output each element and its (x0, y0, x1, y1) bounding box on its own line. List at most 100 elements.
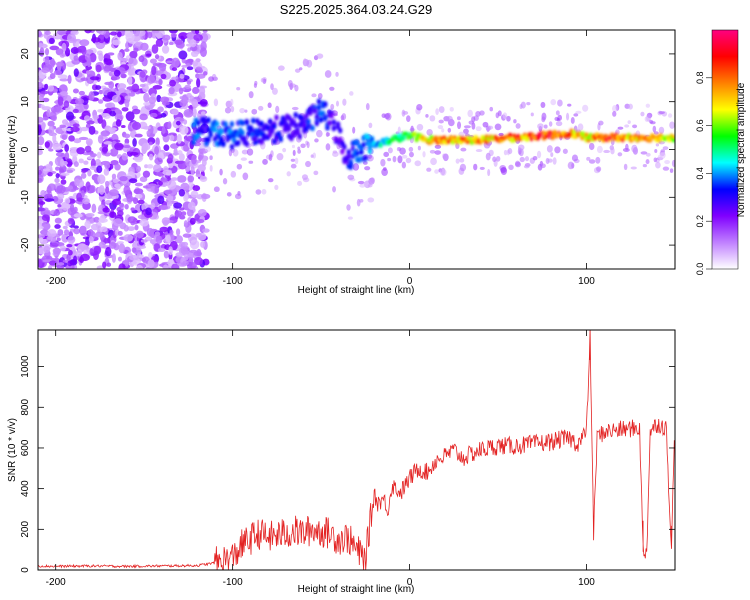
spectrogram-noise-blob (367, 197, 375, 203)
spectrogram-noise-blob (248, 160, 254, 164)
spectrogram-ridge-cell (265, 125, 271, 132)
spectrogram-noise-blob (624, 124, 630, 128)
spectrogram-noise-blob (70, 46, 79, 54)
spectrogram-noise-blob (69, 203, 75, 213)
spectrogram-noise-blob (189, 39, 197, 48)
spectrogram-noise-blob (128, 178, 138, 184)
spectrogram-noise-blob (268, 153, 273, 162)
spectrogram-noise-blob (392, 155, 397, 163)
spectrogram-noise-blob (133, 188, 144, 195)
spectrogram-noise-blob (119, 202, 124, 208)
spectrogram-noise-blob (83, 244, 90, 250)
spectrogram-noise-blob (119, 176, 128, 182)
spectrogram-noise-blob (82, 197, 90, 205)
spectrogram-noise-blob (61, 134, 68, 140)
spectrogram-noise-blob (502, 112, 508, 120)
spectrogram-noise-blob (88, 91, 95, 101)
spectrogram-noise-blob (442, 153, 446, 159)
spectrogram-noise-blob (107, 91, 115, 97)
spectrogram-noise-blob (305, 160, 311, 168)
spectrogram-noise-blob (183, 253, 189, 261)
spectrogram-noise-blob (131, 51, 138, 56)
spectrogram-noise-blob (170, 177, 179, 181)
spectrogram-noise-blob (73, 138, 82, 144)
spectrogram-noise-blob (48, 260, 57, 266)
spectrogram-ridge-cell (340, 148, 345, 155)
spectrogram-noise-blob (162, 34, 171, 41)
spectrogram-noise-blob (429, 115, 436, 122)
spectrogram-noise-blob (151, 65, 157, 76)
spectrogram-noise-blob (414, 160, 422, 167)
spectrogram-noise-blob (38, 136, 45, 146)
spectrogram-noise-blob (416, 103, 423, 111)
spectrogram-noise-blob (167, 153, 174, 161)
spectrogram-noise-blob (160, 177, 168, 183)
spectrogram-noise-blob (154, 145, 160, 155)
spectrogram-noise-blob (154, 231, 161, 237)
spectrogram-noise-blob (42, 168, 51, 172)
spectrogram-noise-blob (159, 226, 169, 233)
spectrogram-noise-blob (134, 133, 143, 138)
spectrogram-noise-blob (56, 184, 66, 194)
spectrogram-noise-blob (199, 32, 209, 43)
spectrogram-noise-blob (628, 103, 633, 110)
spectrogram-noise-blob (555, 110, 560, 116)
spectrogram-ridge-cell (363, 155, 368, 162)
spectrogram-noise-blob (161, 126, 166, 134)
spectrogram-noise-blob (148, 96, 157, 104)
spectrogram-noise-blob (222, 178, 228, 185)
spectrogram-noise-blob (76, 192, 82, 202)
spectrogram-noise-blob (49, 45, 60, 51)
spectrogram-noise-blob (189, 217, 196, 225)
spectrogram-ridge-cell (195, 120, 201, 127)
spectrogram-noise-blob (347, 216, 353, 220)
spectrogram-noise-blob (57, 193, 65, 200)
spectrogram-noise-blob (195, 174, 203, 178)
spectrogram-noise-blob (133, 30, 141, 37)
spectrogram-noise-blob (157, 106, 164, 113)
spectrogram-noise-blob (48, 37, 55, 45)
spectrogram-noise-blob (596, 145, 603, 154)
spectrogram-noise-blob (255, 189, 262, 195)
spectrogram-noise-blob (117, 230, 123, 236)
spectrogram-noise-blob (83, 115, 91, 122)
spectrogram-noise-blob (127, 75, 133, 86)
spectrogram-noise-blob (157, 247, 166, 253)
spectrogram-noise-blob (65, 199, 70, 204)
spectrogram-noise-blob (463, 128, 469, 134)
spectrogram-noise-blob (85, 65, 93, 71)
spectrogram-noise-blob (38, 165, 45, 172)
spectrogram-noise-blob (473, 163, 478, 171)
spectrogram-noise-blob (508, 164, 514, 171)
spectrogram-noise-blob (64, 47, 71, 57)
spectrogram-noise-blob (86, 57, 92, 68)
spectrogram-noise-blob (42, 97, 50, 103)
spectrogram-noise-blob (192, 60, 198, 67)
colorbar-tick-label: 0.6 (695, 119, 705, 132)
spectrogram-noise-blob (429, 149, 436, 154)
spectrogram-noise-blob (74, 103, 84, 108)
spectrogram-noise-blob (352, 126, 356, 134)
spectrogram-noise-blob (204, 146, 212, 153)
spectrogram-noise-blob (126, 86, 136, 91)
spectrogram-noise-blob (507, 148, 513, 155)
spectrogram-noise-blob (188, 261, 197, 269)
spectrogram-noise-blob (109, 211, 117, 219)
spectrogram-ridge-cell (293, 111, 298, 118)
spectrogram-noise-blob (437, 124, 444, 130)
spectrogram-noise-blob (671, 159, 675, 167)
spectrogram-noise-blob (519, 156, 525, 163)
spectrogram-ridge-cell (304, 112, 309, 119)
spectrogram-noise-blob (468, 120, 475, 125)
spectrogram-noise-blob (556, 117, 560, 122)
spectrogram-y-label: Frequency (Hz) (7, 116, 18, 185)
spectrogram-noise-blob (109, 110, 117, 117)
spectrogram-noise-blob (546, 145, 553, 153)
spectrogram-noise-blob (187, 175, 195, 183)
spectrogram-noise-blob (596, 166, 602, 172)
spectrogram-noise-blob (426, 167, 432, 172)
spectrogram-noise-blob (59, 124, 67, 129)
spectrogram-noise-blob (112, 39, 121, 46)
spectrogram-noise-blob (56, 30, 67, 35)
